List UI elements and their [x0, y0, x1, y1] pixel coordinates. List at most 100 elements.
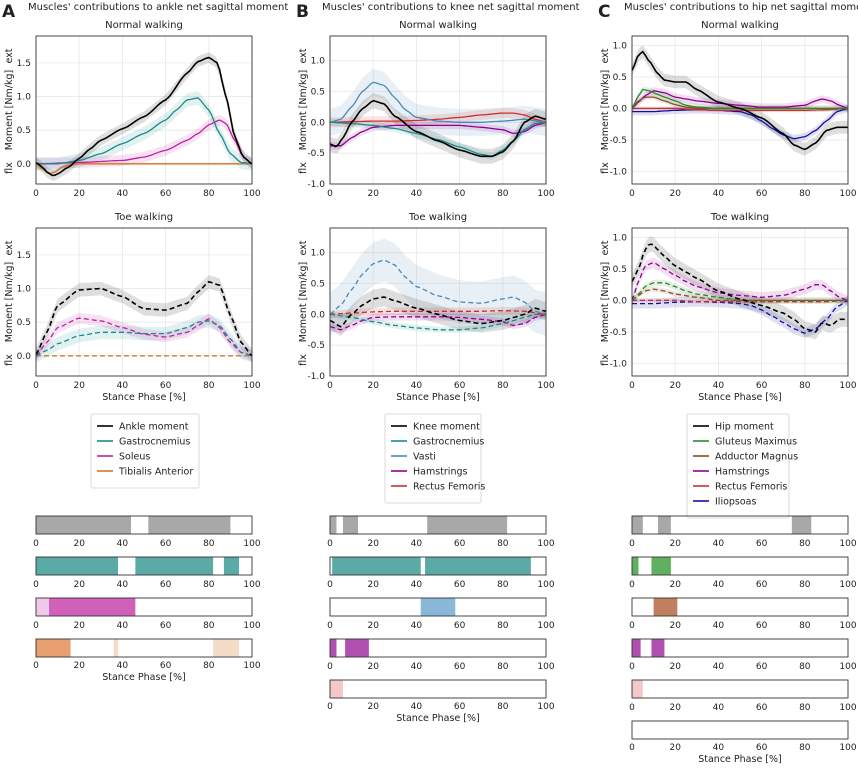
x-tick-label: 60: [454, 702, 466, 712]
x-tick-label: 80: [497, 381, 509, 391]
x-tick-label: 40: [713, 189, 725, 199]
panel-label: C: [598, 2, 610, 22]
y-tick-label: 0.5: [311, 280, 325, 290]
x-tick-label: 20: [367, 702, 379, 712]
activation-bar-row: 0 20 40 60 80 100: [33, 621, 261, 658]
activation-bar-frame: [35, 638, 253, 658]
y-tick-label: 1.0: [613, 233, 628, 243]
subplot-title: Toe walking: [114, 212, 173, 223]
axes-frame: [35, 227, 253, 377]
activation-bar-row: 0 20 40 60 80 100: [327, 662, 555, 699]
x-tick-label: 100: [839, 189, 856, 199]
x-tick-label: 40: [411, 702, 423, 712]
x-axis-label: Stance Phase [%]: [698, 392, 782, 403]
y-tick-label: 0.0: [613, 104, 628, 114]
x-tick-label: 60: [454, 539, 466, 549]
y-tick-label: 1.5: [17, 251, 31, 261]
x-tick-label: 60: [160, 621, 172, 631]
flx-label: flx: [600, 162, 611, 174]
subplot-title: Normal walking: [701, 20, 779, 31]
y-tick-label: 0.0: [311, 118, 326, 128]
x-tick-label: 60: [756, 743, 768, 753]
x-tick-label: 40: [117, 539, 129, 549]
series-line: [35, 280, 253, 357]
activation-segment: [632, 557, 639, 575]
y-tick-label: 0.5: [17, 318, 31, 328]
activation-bar-row: 0 20 40 60 80 100: [629, 703, 857, 740]
x-tick-label: 80: [799, 539, 811, 549]
ext-label: ext: [298, 48, 309, 63]
ext-label: ext: [4, 48, 15, 63]
x-tick-label: 20: [669, 743, 681, 753]
y-tick-label: -1.0: [609, 359, 627, 369]
legend-entry: Rectus Femoris: [413, 482, 485, 493]
activation-segment: [113, 639, 119, 657]
legend-entry: Rectus Femoris: [715, 482, 787, 493]
activation-bar-frame: [631, 638, 849, 658]
flx-label: flx: [600, 354, 611, 366]
activation-bar-frame: [329, 515, 547, 535]
x-tick-label: 60: [160, 661, 172, 671]
x-tick-label: 0: [327, 702, 333, 712]
y-tick-label: -0.5: [307, 341, 325, 351]
series-band: [632, 236, 848, 340]
series-line: [329, 309, 547, 315]
x-axis-label: Stance Phase [%]: [396, 713, 480, 724]
x-tick-label: 20: [367, 621, 379, 631]
series-band: [330, 108, 546, 128]
subplot-title: Toe walking: [710, 212, 769, 223]
y-axis-label: Moment [Nm/kg]: [600, 70, 611, 150]
x-tick-label: 80: [799, 703, 811, 713]
legend-entry: Adductor Magnus: [715, 452, 798, 463]
y-tick-label: 1.0: [17, 285, 32, 295]
x-tick-label: 40: [411, 621, 423, 631]
series-line: [329, 259, 547, 315]
series-line: [35, 317, 253, 357]
activation-segment: [135, 557, 214, 575]
y-tick-label: -0.5: [609, 136, 627, 146]
x-tick-label: 0: [629, 580, 635, 590]
activation-segment: [657, 516, 671, 534]
activation-segment: [332, 557, 421, 575]
x-tick-label: 0: [327, 662, 333, 672]
x-tick-label: 100: [839, 580, 856, 590]
x-tick-label: 100: [839, 539, 856, 549]
legend: Knee moment Gastrocnemius Vasti Hamstrings R…: [384, 413, 485, 504]
panel-title: Muscles' contributions to hip net sagitt…: [624, 2, 858, 13]
x-tick-label: 100: [537, 702, 554, 712]
activation-segment: [632, 516, 643, 534]
x-tick-label: 20: [669, 189, 681, 199]
x-tick-label: 0: [327, 539, 333, 549]
series-line: [35, 320, 253, 357]
y-tick-label: 1.0: [311, 57, 326, 67]
x-tick-label: 100: [537, 189, 554, 199]
activation-bar-frame: [329, 556, 547, 576]
x-tick-label: 80: [497, 662, 509, 672]
x-tick-label: 20: [73, 580, 85, 590]
x-tick-label: 60: [160, 381, 172, 391]
x-tick-label: 60: [454, 189, 466, 199]
x-tick-label: 20: [73, 189, 85, 199]
x-tick-label: 60: [160, 189, 172, 199]
legend-entry: Knee moment: [413, 422, 480, 433]
subplot-title: Normal walking: [399, 20, 477, 31]
x-tick-label: 0: [629, 621, 635, 631]
series-line: [631, 50, 848, 151]
series-line: [631, 288, 848, 302]
x-tick-label: 100: [839, 662, 856, 672]
series-line: [631, 282, 848, 302]
series-band: [632, 257, 848, 306]
y-tick-label: -1.0: [307, 180, 325, 190]
x-tick-label: 80: [497, 621, 509, 631]
x-tick-label: 20: [367, 381, 379, 391]
series-line: [631, 261, 849, 302]
y-axis-label: Moment [Nm/kg]: [298, 70, 309, 150]
x-tick-label: 100: [839, 743, 856, 753]
activation-bar-row: [329, 515, 547, 535]
x-tick-label: 100: [537, 580, 554, 590]
x-tick-label: 100: [839, 621, 856, 631]
x-axis-label: Stance Phase [%]: [102, 672, 186, 683]
x-tick-label: 100: [537, 621, 554, 631]
